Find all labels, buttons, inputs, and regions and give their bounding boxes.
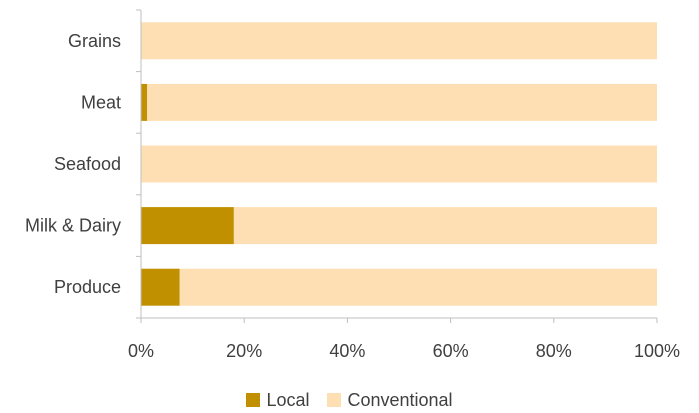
legend-swatch-local: [246, 393, 261, 407]
x-tick-label-3: 60%: [433, 341, 469, 361]
legend-label-conventional: Conventional: [347, 389, 453, 410]
bar-local-produce: [141, 268, 180, 306]
x-tick-label-5: 100%: [634, 341, 680, 361]
legend-swatch-conventional: [327, 393, 342, 407]
category-labels: Grains Meat Seafood Milk & Dairy Produce: [25, 31, 121, 297]
category-label-seafood: Seafood: [54, 154, 121, 174]
bar-conventional-seafood: [141, 145, 657, 183]
legend-label-local: Local: [266, 389, 310, 410]
axes-group: [136, 9, 658, 323]
bar-conventional-grains: [141, 22, 657, 60]
x-tick-label-2: 40%: [329, 341, 365, 361]
category-label-milk-dairy: Milk & Dairy: [25, 216, 121, 236]
bars-group: [141, 22, 657, 306]
category-label-grains: Grains: [68, 31, 121, 51]
bar-local-milk-dairy: [141, 207, 234, 245]
legend-item-local: Local: [246, 390, 309, 411]
legend: Local Conventional: [0, 388, 699, 412]
bar-conventional-meat: [147, 83, 657, 121]
bar-local-meat: [141, 83, 148, 121]
x-tick-label-4: 80%: [536, 341, 572, 361]
x-tick-labels: 0% 20% 40% 60% 80% 100%: [128, 341, 680, 361]
x-tick-label-1: 20%: [226, 341, 262, 361]
x-tick-label-0: 0%: [128, 341, 154, 361]
category-label-meat: Meat: [81, 92, 121, 112]
bar-conventional-produce: [179, 268, 657, 306]
legend-item-conventional: Conventional: [327, 389, 453, 411]
category-label-produce: Produce: [54, 277, 121, 297]
bar-conventional-milk-dairy: [233, 207, 657, 245]
stacked-bar-chart: Grains Meat Seafood Milk & Dairy Produce 0% 2…: [25, 9, 680, 361]
